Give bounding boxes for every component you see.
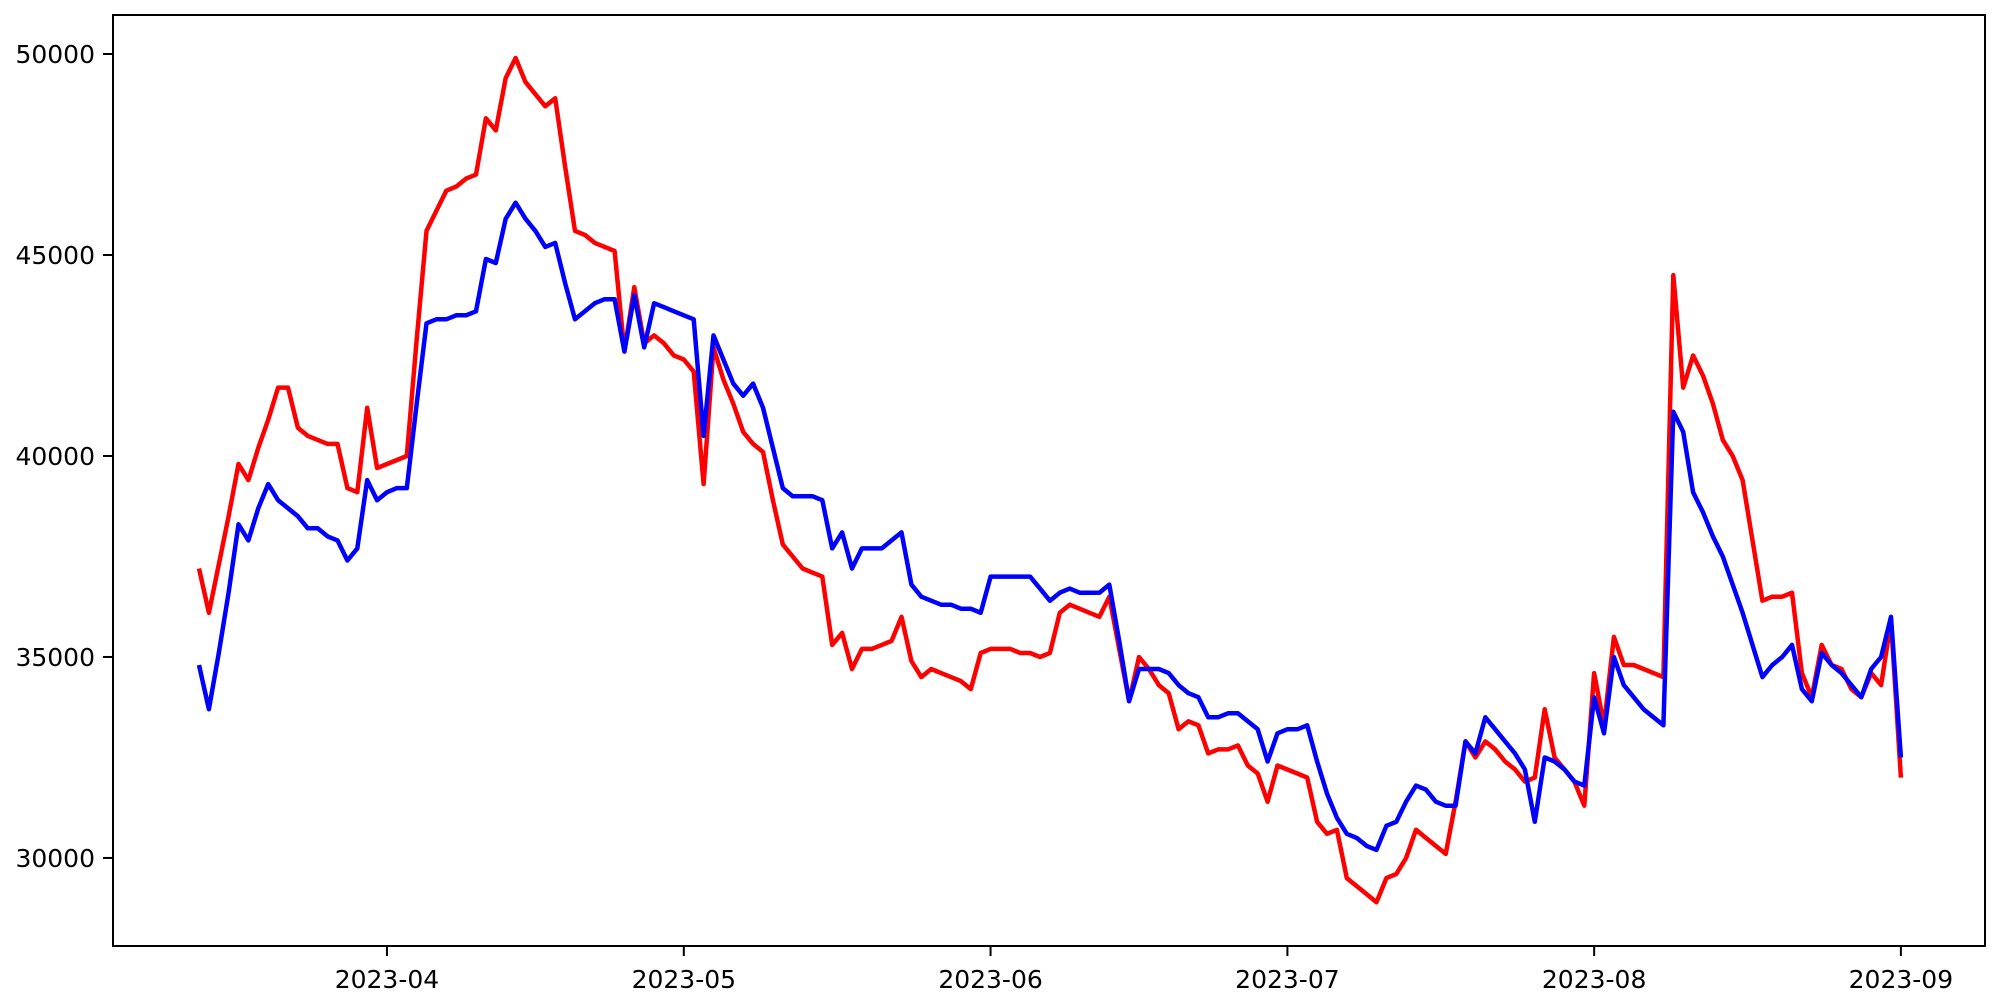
- red-series-line: [196, 55, 1904, 905]
- y-tick-label: 35000: [15, 643, 95, 672]
- y-tick-label: 45000: [15, 241, 95, 270]
- x-tick-label: 2023-08: [1542, 965, 1646, 994]
- y-tick-label: 40000: [15, 442, 95, 471]
- y-tick-label: 50000: [15, 40, 95, 69]
- x-tick-label: 2023-09: [1849, 965, 1953, 994]
- blue-series-line: [196, 200, 1904, 853]
- x-tick-label: 2023-07: [1235, 965, 1339, 994]
- y-tick-label: 30000: [15, 844, 95, 873]
- x-tick-label: 2023-06: [938, 965, 1042, 994]
- axes-frame: [112, 14, 1986, 947]
- x-tick-label: 2023-05: [632, 965, 736, 994]
- x-tick-label: 2023-04: [335, 965, 439, 994]
